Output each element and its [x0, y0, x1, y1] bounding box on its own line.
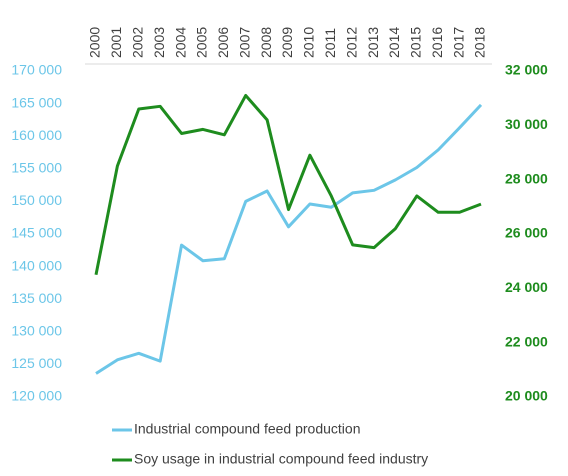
legend-label: Industrial compound feed production: [134, 421, 360, 437]
x-tick-label: 2001: [108, 27, 124, 58]
y2-tick-label: 20 000: [505, 388, 548, 404]
x-tick-label: 2009: [279, 27, 295, 58]
y-tick-label: 130 000: [11, 323, 62, 339]
x-tick-label: 2006: [215, 27, 231, 58]
x-tick-label: 2014: [386, 27, 402, 58]
x-tick-label: 2017: [450, 27, 466, 58]
legend-label: Soy usage in industrial compound feed in…: [134, 451, 428, 467]
y2-tick-label: 28 000: [505, 170, 548, 186]
x-tick-label: 2005: [194, 27, 210, 58]
x-tick-label: 2015: [408, 27, 424, 58]
series-line: [95, 103, 483, 375]
y2-tick-label: 24 000: [505, 279, 548, 295]
y-tick-label: 135 000: [11, 290, 62, 306]
x-tick-label: 2008: [258, 27, 274, 58]
x-tick-label: 2000: [87, 27, 103, 58]
y-tick-label: 125 000: [11, 355, 62, 371]
y2-tick-label: 26 000: [505, 225, 548, 241]
y-tick-label: 120 000: [11, 388, 62, 404]
x-tick-label: 2012: [343, 27, 359, 58]
x-tick-label: 2003: [151, 27, 167, 58]
y-tick-label: 145 000: [11, 225, 62, 241]
y-tick-label: 150 000: [11, 192, 62, 208]
x-tick-label: 2010: [301, 27, 317, 58]
x-tick-label: 2016: [429, 27, 445, 58]
y2-tick-label: 32 000: [505, 62, 548, 78]
x-tick-label: 2013: [365, 27, 381, 58]
y-tick-label: 165 000: [11, 94, 62, 110]
x-tick-label: 2007: [236, 27, 252, 58]
y-tick-label: 140 000: [11, 257, 62, 273]
y-tick-label: 155 000: [11, 160, 62, 176]
y-tick-label: 170 000: [11, 62, 62, 78]
x-tick-label: 2002: [129, 27, 145, 58]
x-tick-label: 2011: [322, 28, 338, 58]
x-tick-label: 2004: [172, 27, 188, 58]
y-tick-label: 160 000: [11, 127, 62, 143]
series-line: [94, 93, 482, 276]
y2-tick-label: 22 000: [505, 333, 548, 349]
x-tick-label: 2018: [472, 27, 488, 58]
y2-tick-label: 30 000: [505, 116, 548, 132]
